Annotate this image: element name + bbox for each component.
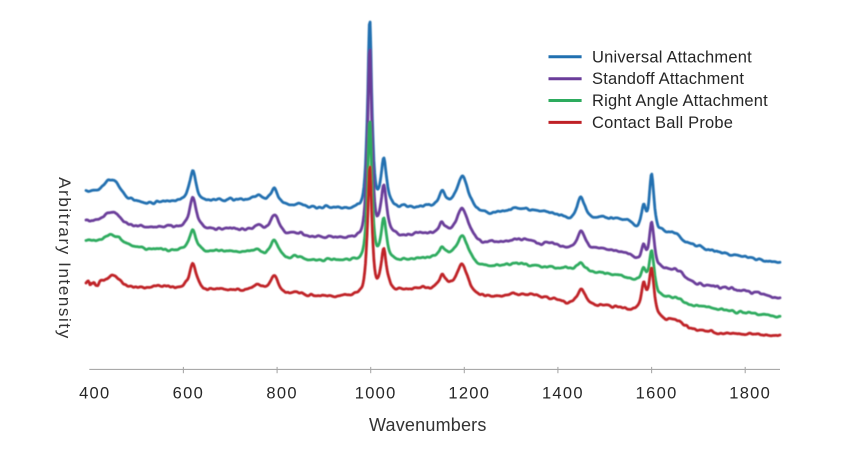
svg-text:1400: 1400 xyxy=(542,385,584,403)
svg-text:Right Angle Attachment: Right Angle Attachment xyxy=(592,92,768,110)
svg-text:Arbitrary Intensity: Arbitrary Intensity xyxy=(55,177,74,340)
svg-text:Wavenumbers: Wavenumbers xyxy=(369,415,487,435)
svg-text:1800: 1800 xyxy=(729,385,771,403)
svg-text:1200: 1200 xyxy=(448,385,490,403)
svg-text:800: 800 xyxy=(266,385,297,403)
svg-text:600: 600 xyxy=(173,385,204,403)
svg-text:1600: 1600 xyxy=(636,385,678,403)
svg-text:Universal Attachment: Universal Attachment xyxy=(592,48,752,66)
svg-text:Contact Ball Probe: Contact Ball Probe xyxy=(592,114,733,132)
svg-text:Standoff Attachment: Standoff Attachment xyxy=(592,70,744,88)
svg-text:400: 400 xyxy=(79,385,110,403)
svg-text:1000: 1000 xyxy=(355,385,397,403)
